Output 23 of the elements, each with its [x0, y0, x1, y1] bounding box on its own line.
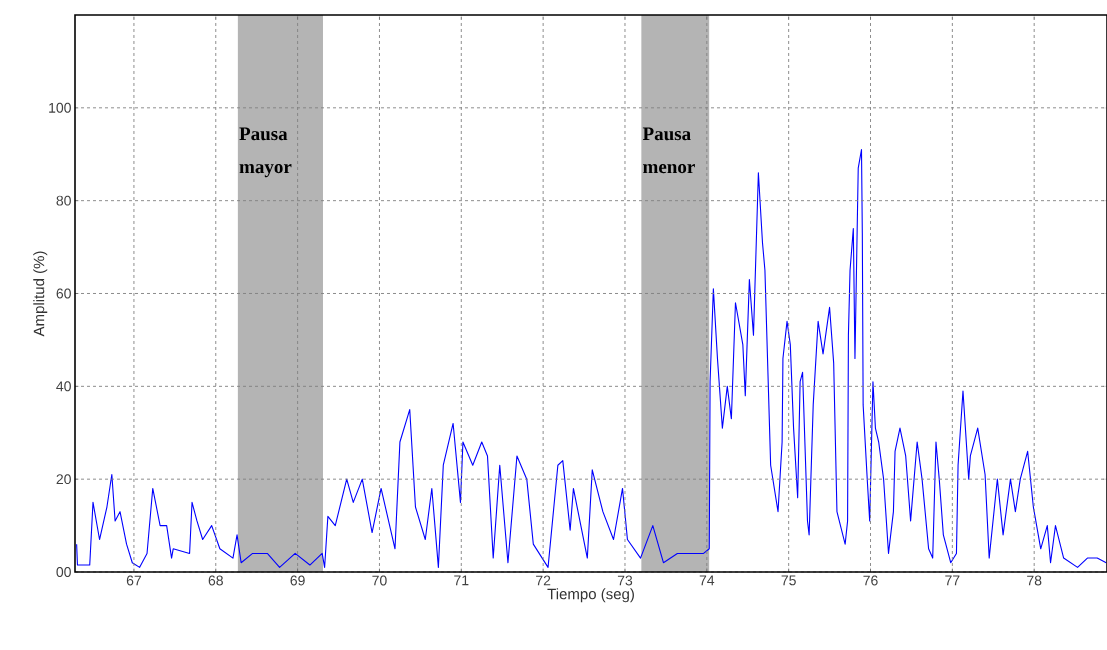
- x-tick-label: 76: [863, 575, 878, 586]
- y-tick-label: 20: [56, 474, 71, 485]
- y-tick-label: 80: [56, 195, 71, 206]
- x-tick-label: 78: [1027, 575, 1042, 586]
- x-tick-label: 74: [699, 575, 715, 586]
- text: Pausa menor: [642, 127, 695, 174]
- x-tick-label: 70: [372, 575, 387, 586]
- x-tick-label: 75: [781, 575, 796, 586]
- x-tick-label: 72: [536, 575, 551, 586]
- text: Pausa mayor: [239, 127, 292, 178]
- line-series: [76, 149, 1107, 568]
- x-tick-label: 67: [126, 575, 142, 586]
- y-axis-title: Amplitud (%): [33, 251, 48, 337]
- y-tick-label: 40: [56, 381, 71, 392]
- x-tick-label: 73: [617, 575, 633, 586]
- y-tick-label: 00: [56, 567, 71, 577]
- x-tick-label: 69: [290, 575, 305, 586]
- x-axis-title: Tiempo (seg): [547, 588, 634, 603]
- x-tick-label: 71: [454, 575, 469, 586]
- x-tick-label: 68: [208, 575, 223, 586]
- y-tick-label: 60: [56, 288, 71, 299]
- y-tick-label: 100: [49, 102, 71, 113]
- x-tick-label: 77: [945, 575, 960, 586]
